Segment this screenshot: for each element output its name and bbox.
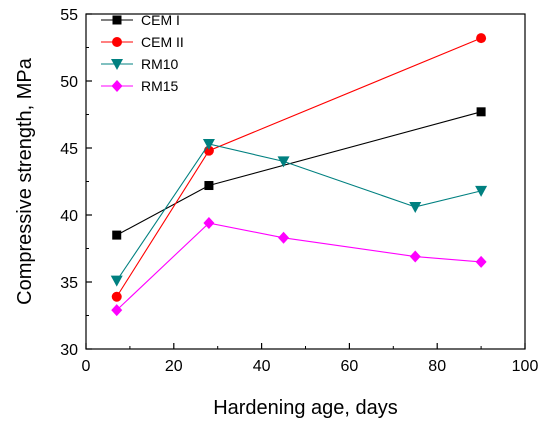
y-tick-label: 30 xyxy=(60,342,78,359)
y-tick-label: 35 xyxy=(60,275,78,292)
data-point xyxy=(110,275,123,287)
legend-marker xyxy=(111,80,123,92)
legend-label: RM15 xyxy=(141,78,179,94)
y-tick-label: 50 xyxy=(60,74,78,91)
legend-label: CEM II xyxy=(141,34,184,50)
data-point xyxy=(204,181,214,191)
data-point xyxy=(475,255,487,268)
series-line xyxy=(116,222,482,311)
legend: CEM I CEM II RM10 RM15 xyxy=(101,12,184,94)
series-cem-i xyxy=(112,107,486,240)
x-tick-label: 80 xyxy=(428,358,446,375)
x-tick-label: 40 xyxy=(253,358,271,375)
y-axis-title: Compressive strength, MPa xyxy=(14,57,36,305)
data-point xyxy=(111,291,122,302)
x-tick-label: 20 xyxy=(165,358,183,375)
data-point xyxy=(409,201,422,213)
data-point xyxy=(409,250,421,263)
series-line xyxy=(116,143,482,281)
y-tick-label: 45 xyxy=(60,141,78,158)
legend-entry-cem-ii: CEM II xyxy=(101,34,184,50)
y-tick-label: 40 xyxy=(60,208,78,225)
data-point xyxy=(475,185,488,197)
series-line xyxy=(116,111,482,236)
series-rm15 xyxy=(111,217,487,317)
x-axis-title: Hardening age, days xyxy=(213,397,398,419)
y-tick-label: 55 xyxy=(60,7,78,24)
axis-tick-labels: 0 20 40 60 80 100 30 35 40 45 50 55 xyxy=(60,7,538,375)
axis-ticks xyxy=(85,13,526,350)
series-rm10 xyxy=(110,138,488,287)
data-point xyxy=(111,304,123,317)
x-tick-label: 0 xyxy=(82,358,91,375)
data-point xyxy=(112,230,122,240)
x-tick-label: 60 xyxy=(341,358,359,375)
legend-label: RM10 xyxy=(141,56,179,72)
legend-label: CEM I xyxy=(141,12,180,28)
data-point xyxy=(202,138,215,150)
legend-entry-rm10: RM10 xyxy=(101,56,179,72)
legend-entry-cem-i: CEM I xyxy=(101,12,180,28)
data-point xyxy=(476,107,486,117)
legend-entry-rm15: RM15 xyxy=(101,78,179,94)
x-tick-label: 100 xyxy=(512,358,539,375)
data-point xyxy=(277,156,290,168)
data-point xyxy=(203,217,215,230)
legend-marker xyxy=(111,59,123,70)
series-layer xyxy=(110,33,488,317)
legend-marker xyxy=(112,37,122,47)
legend-marker xyxy=(112,15,122,25)
data-point xyxy=(476,33,487,44)
data-point xyxy=(278,231,290,244)
